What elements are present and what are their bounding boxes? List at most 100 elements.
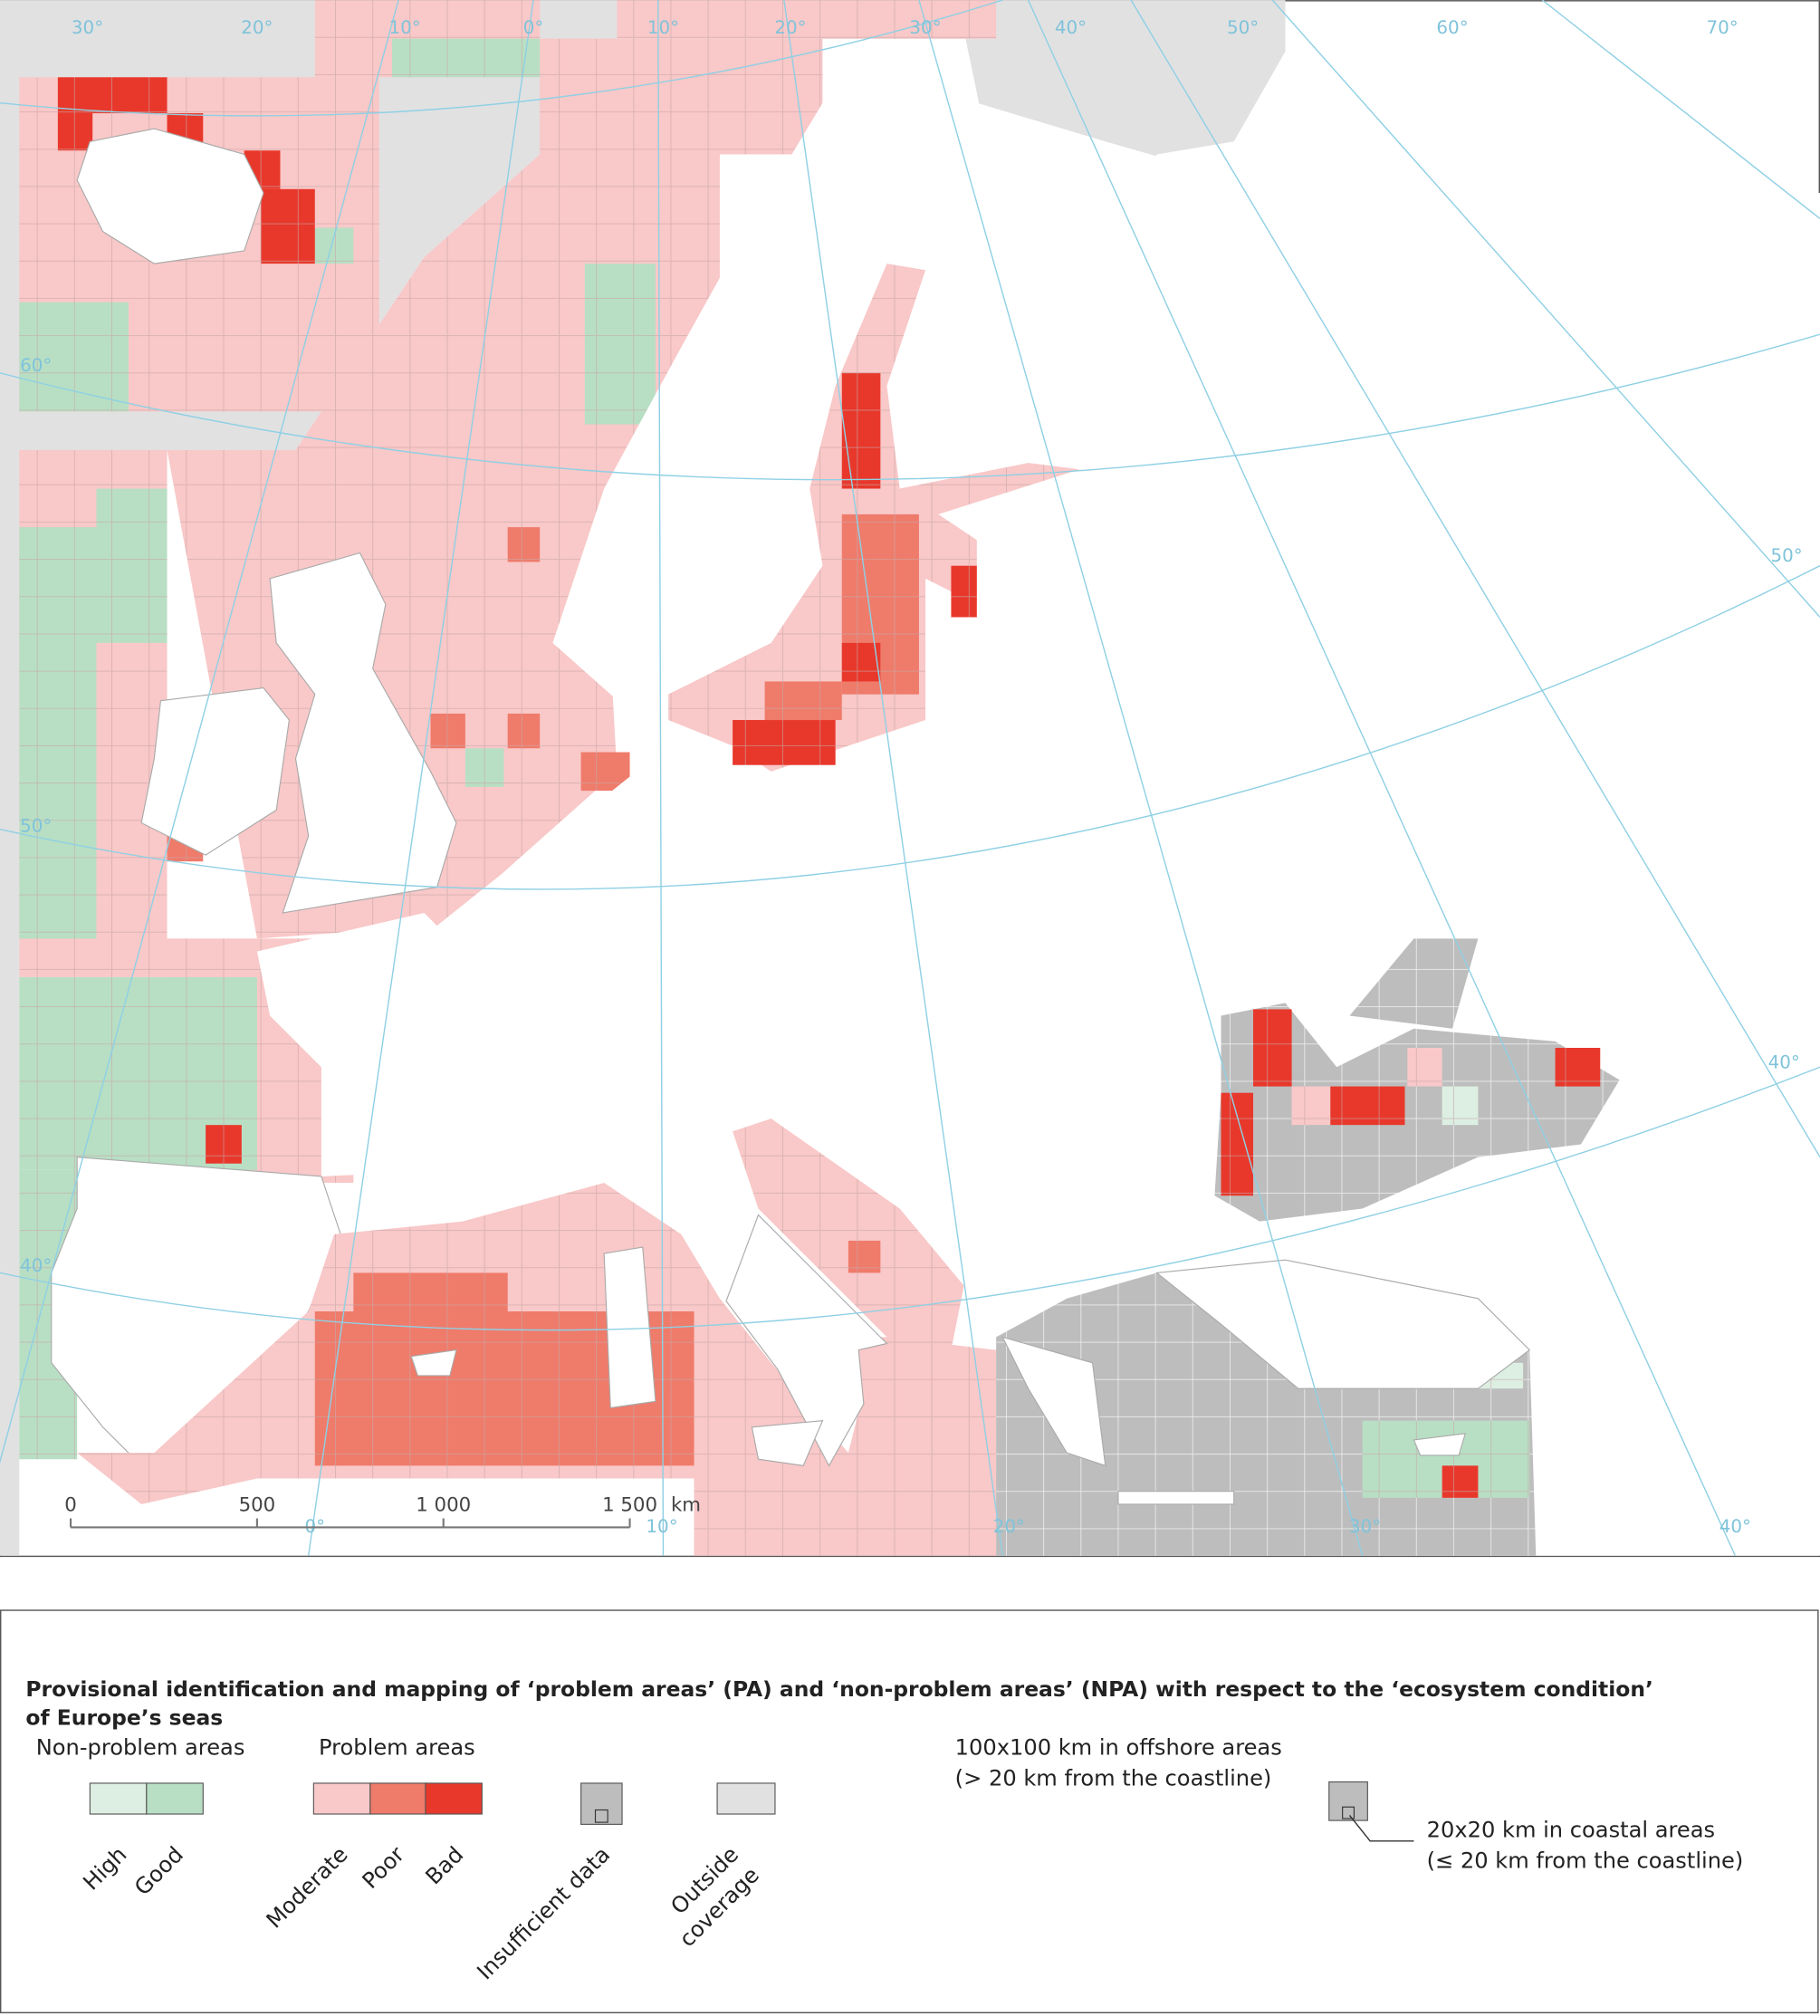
sea-cell (1555, 1048, 1601, 1087)
graticule-label: 30° (909, 17, 941, 38)
sea-cell (841, 372, 881, 489)
graticule-label: 30° (1349, 1516, 1381, 1537)
graticule-line (307, 0, 534, 1556)
graticule-line (0, 1066, 1820, 1331)
graticule-line (0, 0, 399, 1464)
graticule-line (0, 0, 1003, 117)
sea-cell (507, 527, 541, 562)
sea-cell (1442, 1465, 1479, 1498)
sea-cell (430, 713, 465, 749)
graticule-label: 40° (1719, 1516, 1751, 1537)
map: 30° 20° 10° 0° 10° 20° 30° 40° 50° 60° 70° 60° 50° 40… (0, 0, 1820, 1556)
graticule-label: 40° (1055, 17, 1087, 38)
sea-cell (57, 77, 168, 114)
graticule-label: 50° (1770, 545, 1802, 566)
land (410, 1349, 457, 1377)
graticule-label: 70° (1707, 17, 1739, 38)
land (1413, 1433, 1467, 1456)
sea-cell (96, 488, 168, 643)
land (751, 1420, 824, 1466)
graticule-label: 20° (993, 1516, 1025, 1537)
legend-swatch-inner (1342, 1806, 1355, 1819)
scale-label: 1 000 (416, 1493, 471, 1516)
sea-cell (1291, 1086, 1331, 1126)
sea-cell (314, 227, 354, 264)
land (256, 57, 1820, 1556)
graticule-label: 40° (1768, 1052, 1800, 1073)
grid-note: 100x100 km in offshore areas (955, 1735, 1282, 1761)
graticule-line (783, 0, 1003, 1556)
sea-cell (617, 0, 997, 39)
sea-cell (57, 113, 93, 151)
scale-label: 1 500 (602, 1493, 657, 1516)
graticule-label: 50° (1227, 17, 1259, 38)
sea-cell (951, 565, 977, 618)
legend-frame (0, 1609, 1819, 2014)
legend-swatch (716, 1782, 776, 1815)
grid-note: 20x20 km in coastal areas (1427, 1817, 1716, 1842)
legend-swatch (1328, 1781, 1368, 1821)
sea-cell (1221, 1092, 1254, 1196)
leader-line (1348, 1814, 1414, 1842)
legend-group: Problem areas (319, 1735, 475, 1761)
sea-area (733, 1118, 964, 1350)
sea-area (1214, 1003, 1620, 1222)
legend-title: Provisional identification and mapping o… (25, 1676, 1653, 1702)
sea-cell (507, 713, 541, 749)
sea-cell (353, 1272, 508, 1311)
sea-cell (19, 302, 129, 412)
sea-cell (391, 38, 541, 78)
scale-label: 0 (64, 1493, 77, 1516)
grid-note: (> 20 km from the coastline) (955, 1766, 1272, 1791)
legend-swatch (312, 1782, 371, 1815)
legend-title: of Europe’s seas (25, 1704, 223, 1730)
graticule-label: 20° (774, 17, 806, 38)
legend-swatch (425, 1782, 483, 1815)
sea-cell (764, 681, 842, 721)
graticule-label: 10° (389, 17, 421, 38)
sea-cell (1253, 1009, 1292, 1087)
land (76, 128, 264, 264)
sea-cell (848, 1240, 881, 1273)
sea-cell (261, 188, 315, 264)
graticule-line (1027, 0, 1736, 1556)
land (140, 686, 290, 856)
graticule-label: 50° (20, 815, 52, 836)
scale-label: 500 (239, 1493, 276, 1516)
sea-cell (206, 1125, 242, 1164)
land (603, 1246, 656, 1409)
legend-swatch (369, 1782, 427, 1815)
graticule-line (0, 333, 1820, 481)
sea-cell (465, 748, 504, 787)
land (1001, 1336, 1106, 1467)
graticule-line (1130, 0, 1820, 1158)
sea-cell (584, 264, 656, 425)
graticule-label: 10° (647, 17, 679, 38)
sea-cell (1330, 1086, 1405, 1126)
legend-swatch (146, 1782, 204, 1815)
graticule-label: 0° (523, 17, 544, 38)
sea-cell (1442, 1086, 1479, 1126)
legend-swatch-inner (594, 1809, 608, 1823)
grid-note: (≤ 20 km from the coastline) (1427, 1848, 1744, 1874)
graticule-label: 20° (241, 17, 273, 38)
sea-area (167, 77, 720, 939)
graticule-label: 30° (72, 17, 103, 38)
land (1155, 1259, 1531, 1389)
graticule-label: 60° (1436, 17, 1468, 38)
scale-unit: km (671, 1493, 701, 1516)
legend-group: Non-problem areas (36, 1735, 245, 1761)
sea-cell (841, 642, 881, 682)
graticule-label: 40° (20, 1255, 52, 1276)
sea-cell (19, 527, 97, 939)
legend-swatch (89, 1782, 148, 1815)
sea-area (1349, 938, 1479, 1029)
graticule-line (1541, 0, 1820, 219)
graticule-label: 60° (20, 355, 52, 376)
sea-cell (1407, 1048, 1442, 1087)
legend-swatch (580, 1782, 623, 1825)
graticule-line (918, 0, 1364, 1556)
graticule-line (657, 0, 665, 1556)
